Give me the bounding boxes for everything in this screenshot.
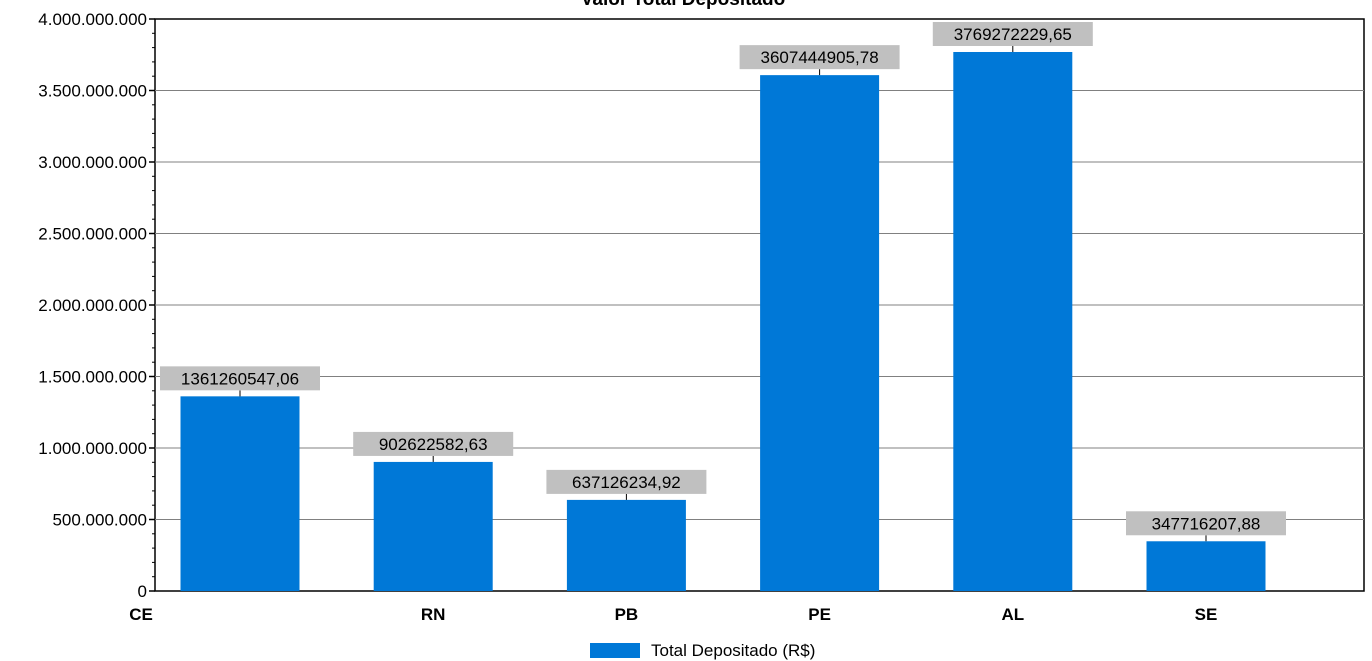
data-label-box (160, 366, 320, 391)
bar-rn (373, 461, 493, 591)
y-tick-label: 500.000.000 (52, 511, 147, 530)
bar-al (953, 51, 1073, 591)
x-axis: CE RN PB PE AL SE (129, 605, 1217, 624)
bar-se (1146, 541, 1266, 591)
data-label-box (353, 431, 514, 456)
bar-pb (566, 499, 686, 591)
data-label: 637126234,92 (572, 473, 681, 492)
data-label-box (739, 45, 900, 70)
chart-title: Valor Total Depositado (581, 0, 785, 10)
x-tick-label-rn: RN (421, 605, 446, 624)
data-label: 1361260547,06 (181, 369, 299, 388)
y-tick-label: 2.000.000.000 (38, 296, 147, 315)
y-tick-label: 1.000.000.000 (38, 439, 147, 458)
bars (180, 51, 1266, 591)
data-labels: 1361260547,06 902622582,63 637126234,92 360… (160, 21, 1286, 542)
data-label-box (1126, 511, 1286, 536)
x-tick-label-ce: CE (129, 605, 153, 624)
y-tick-label: 2.500.000.000 (38, 225, 147, 244)
y-tick-label: 3.500.000.000 (38, 82, 147, 101)
data-label-box (546, 469, 707, 494)
legend-swatch (590, 643, 640, 658)
y-tick-label: 3.000.000.000 (38, 153, 147, 172)
legend: Total Depositado (R$) (590, 641, 815, 660)
x-tick-label-se: SE (1195, 605, 1218, 624)
y-tick-label: 4.000.000.000 (38, 10, 147, 29)
data-label: 902622582,63 (379, 435, 488, 454)
y-tick-label: 0 (138, 582, 147, 601)
data-label: 3769272229,65 (954, 25, 1072, 44)
data-label: 347716207,88 (1152, 514, 1261, 533)
x-tick-label-pe: PE (808, 605, 831, 624)
legend-label: Total Depositado (R$) (651, 641, 815, 660)
y-axis: 0 500.000.000 1.000.000.000 1.500.000.000 2.… (38, 10, 155, 601)
y-tick-label: 1.500.000.000 (38, 368, 147, 387)
bar-pe (760, 75, 880, 591)
x-tick-label-al: AL (1001, 605, 1024, 624)
x-tick-label-pb: PB (615, 605, 639, 624)
data-label: 3607444905,78 (761, 48, 879, 67)
bar-ce (180, 396, 300, 591)
data-label-box (932, 21, 1093, 46)
